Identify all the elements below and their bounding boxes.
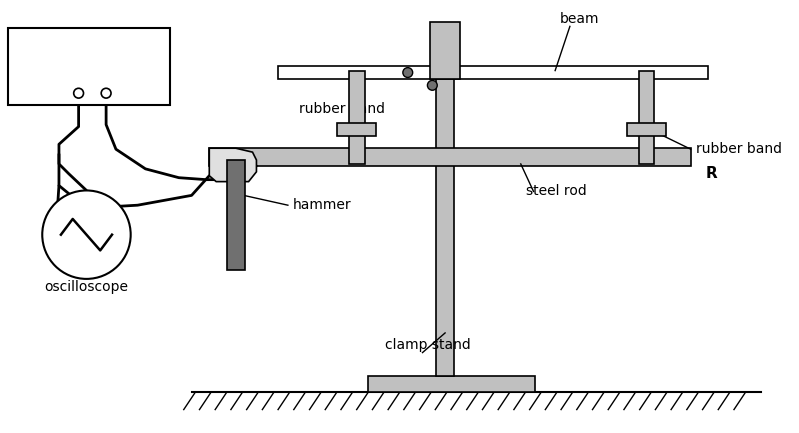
- Circle shape: [427, 81, 437, 90]
- Text: steel rod: steel rod: [526, 184, 586, 198]
- Bar: [349, 71, 364, 164]
- Circle shape: [101, 88, 111, 98]
- Bar: [368, 376, 535, 392]
- Text: L: L: [226, 166, 234, 181]
- Bar: [436, 52, 454, 376]
- Circle shape: [403, 68, 412, 78]
- Bar: [278, 66, 709, 79]
- Text: R: R: [706, 166, 718, 181]
- Text: hammer: hammer: [292, 198, 352, 212]
- Text: rubber band: rubber band: [299, 102, 385, 116]
- Text: oscilloscope: oscilloscope: [45, 280, 129, 294]
- Bar: [227, 160, 244, 270]
- Bar: [627, 123, 666, 136]
- Text: beam: beam: [560, 12, 599, 26]
- Bar: [431, 23, 460, 79]
- Text: signal generator: signal generator: [31, 41, 145, 55]
- Bar: [638, 71, 654, 164]
- Circle shape: [42, 191, 131, 279]
- Circle shape: [74, 88, 84, 98]
- Text: rubber band: rubber band: [696, 142, 781, 156]
- Bar: [209, 148, 691, 166]
- Polygon shape: [209, 148, 256, 181]
- Text: clamp stand: clamp stand: [384, 338, 471, 352]
- Bar: [8, 28, 170, 105]
- Bar: [337, 123, 376, 136]
